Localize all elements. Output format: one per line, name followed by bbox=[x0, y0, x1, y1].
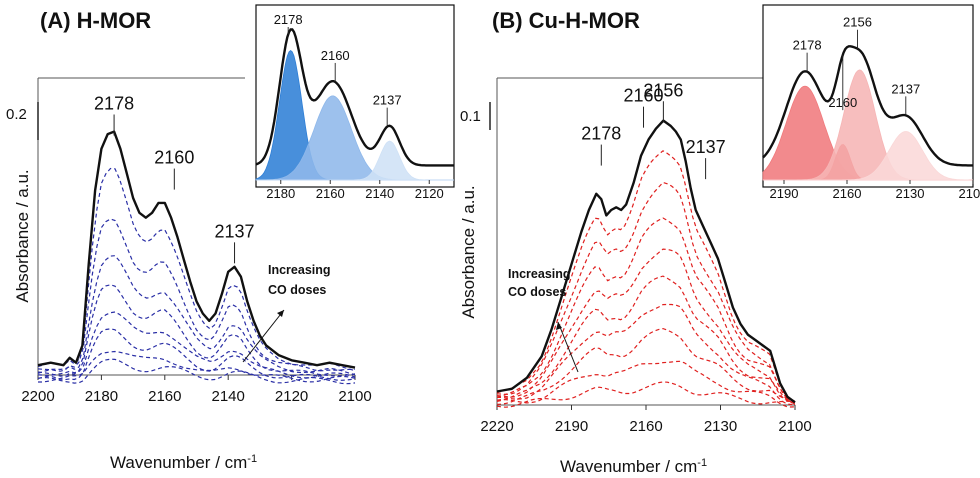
dose-curve bbox=[37, 167, 356, 372]
dose-curve bbox=[37, 311, 356, 379]
x-tick-label: 2130 bbox=[704, 418, 737, 435]
x-tick-label: 2120 bbox=[275, 388, 308, 405]
peak-label: 2156 bbox=[643, 80, 683, 100]
dose-curve bbox=[496, 360, 796, 408]
dose-curve bbox=[37, 358, 356, 385]
panel-b-dose-annotation: Increasing CO doses bbox=[508, 267, 579, 373]
dose-curve bbox=[497, 303, 795, 406]
peak-label: 2160 bbox=[623, 86, 663, 106]
component-peak bbox=[763, 131, 973, 181]
x-tick-label: 2220 bbox=[480, 418, 513, 435]
panel-b-ylabel: Absorbance / a.u. bbox=[459, 185, 478, 318]
inset-tick-label: 2180 bbox=[266, 186, 295, 201]
panel-a-title: (A) H-MOR bbox=[40, 8, 151, 33]
peak-label: 2160 bbox=[154, 148, 194, 168]
inset-tick-label: 2160 bbox=[316, 186, 345, 201]
peak-label: 2137 bbox=[686, 137, 726, 157]
final-spectrum bbox=[37, 130, 356, 369]
component-peak bbox=[256, 140, 454, 181]
x-tick-label: 2190 bbox=[555, 418, 588, 435]
dose-curve bbox=[37, 255, 356, 376]
panel-a-xlabel: Wavenumber / cm-1 bbox=[110, 453, 257, 472]
dose-curve bbox=[496, 150, 796, 405]
panel-a-inset: 2180 2160 2140 2120 2178 2160 2137 bbox=[255, 4, 455, 201]
dose-curve bbox=[496, 381, 796, 408]
panel-b-title: (B) Cu-H-MOR bbox=[492, 8, 640, 33]
peak-label: 2178 bbox=[94, 94, 134, 114]
inset-peak-label: 2160 bbox=[321, 48, 350, 63]
inset-envelope bbox=[762, 45, 973, 167]
inset-peak-label: 2137 bbox=[373, 93, 402, 108]
svg-text:CO doses: CO doses bbox=[268, 283, 326, 297]
dose-curve bbox=[496, 275, 796, 405]
peak-label: 2178 bbox=[581, 124, 621, 144]
inset-envelope bbox=[255, 28, 454, 167]
panel-b-scale-label: 0.1 bbox=[460, 108, 481, 125]
x-tick-label: 2200 bbox=[21, 388, 54, 405]
panel-a-plot: 2200 2180 2160 2140 2120 2100 2178 2160 2137 bbox=[21, 94, 371, 406]
inset-tick-label: 2130 bbox=[896, 186, 925, 201]
panel-a-ylabel: Absorbance / a.u. bbox=[13, 169, 32, 302]
inset-peak-label: 2178 bbox=[793, 38, 822, 53]
svg-text:CO doses: CO doses bbox=[508, 285, 566, 299]
inset-peak-label: 2137 bbox=[891, 81, 920, 96]
inset-peak-label: 2156 bbox=[843, 15, 872, 30]
panel-b-inset: 21902160213021002178215621602137 bbox=[762, 4, 980, 201]
svg-text:Increasing: Increasing bbox=[268, 263, 331, 277]
x-tick-label: 2100 bbox=[778, 418, 811, 435]
svg-text:Absorbance / a.u.: Absorbance / a.u. bbox=[459, 185, 478, 318]
inset-peak-label: 2178 bbox=[274, 12, 303, 27]
inset-tick-label: 2140 bbox=[365, 186, 394, 201]
dose-curve bbox=[37, 218, 355, 372]
x-tick-label: 2180 bbox=[85, 388, 118, 405]
panel-b-xlabel: Wavenumber / cm-1 bbox=[560, 457, 707, 476]
svg-text:Absorbance / a.u.: Absorbance / a.u. bbox=[13, 169, 32, 302]
svg-text:Increasing: Increasing bbox=[508, 267, 571, 281]
panel-a-dose-annotation: Increasing CO doses bbox=[242, 263, 331, 363]
x-tick-label: 2160 bbox=[148, 388, 181, 405]
inset-tick-label: 2120 bbox=[415, 186, 444, 201]
dose-curve bbox=[496, 327, 796, 405]
dose-curve bbox=[37, 328, 356, 381]
x-tick-label: 2160 bbox=[629, 418, 662, 435]
final-spectrum bbox=[496, 119, 796, 404]
dose-curve bbox=[38, 350, 356, 383]
inset-tick-label: 2100 bbox=[959, 186, 980, 201]
x-tick-label: 2100 bbox=[338, 388, 371, 405]
panel-a-scale-label: 0.2 bbox=[6, 106, 27, 123]
inset-tick-label: 2160 bbox=[833, 186, 862, 201]
inset-tick-label: 2190 bbox=[770, 186, 799, 201]
x-tick-label: 2140 bbox=[212, 388, 245, 405]
peak-label: 2137 bbox=[215, 221, 255, 241]
